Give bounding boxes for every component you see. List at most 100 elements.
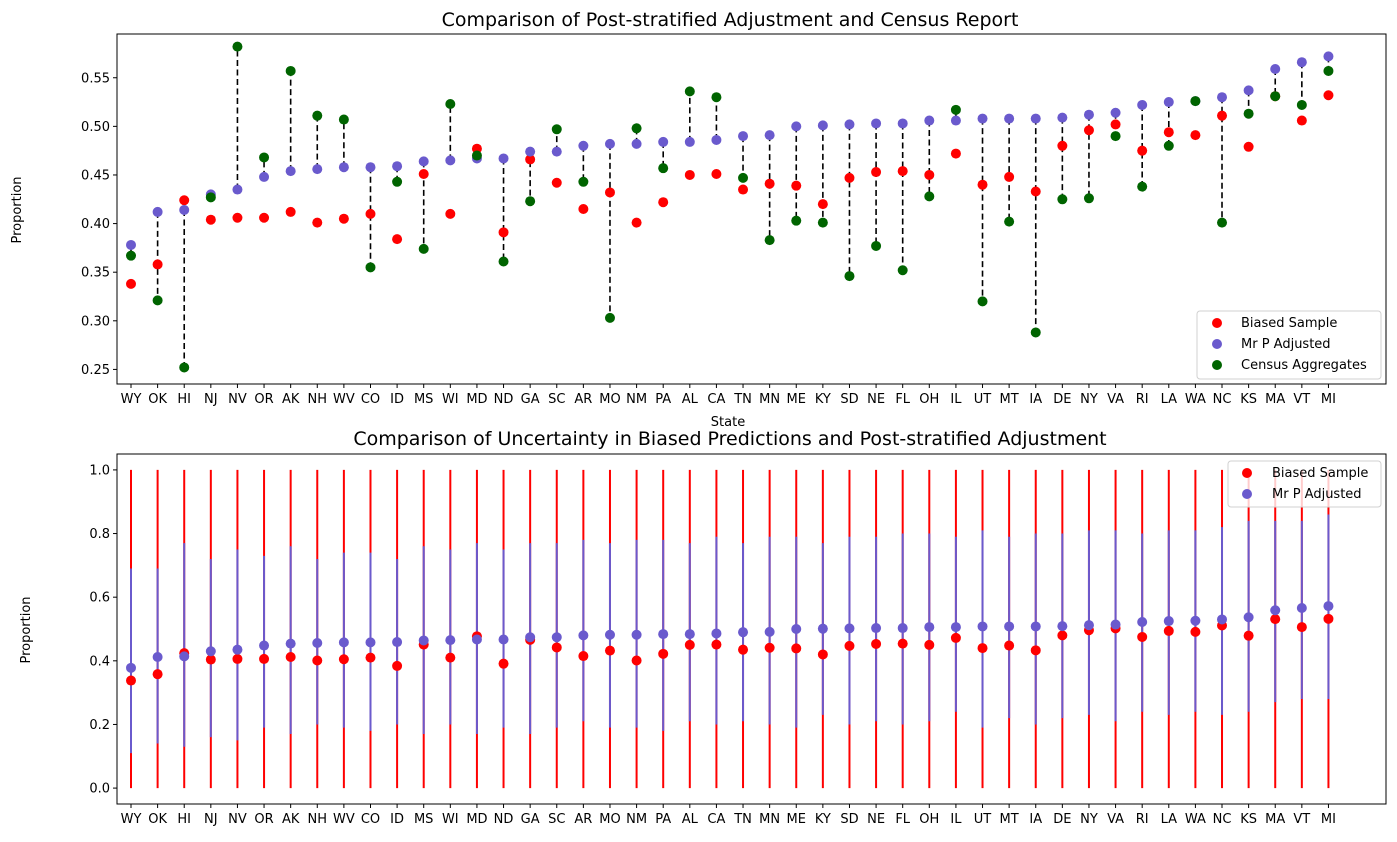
point-mrp-adjusted-mi — [1323, 601, 1334, 612]
point-biased-sample-oh — [924, 639, 935, 650]
x-tick-label-fl: FL — [895, 812, 910, 827]
point-census-tn — [738, 172, 749, 183]
point-census-ar — [578, 176, 589, 187]
point-mrp-adjusted-nc — [1217, 92, 1228, 103]
point-biased-sample-pa — [658, 648, 669, 659]
point-mrp-adjusted-ne — [871, 118, 882, 129]
x-tick-label-mt: MT — [1000, 812, 1019, 827]
point-mrp-adjusted-ak — [285, 166, 296, 177]
x-tick-label-nm: NM — [626, 812, 647, 827]
legend-marker-biased-sample — [1212, 318, 1222, 328]
y-axis: 0.25 0.30 0.35 0.40 0.45 0.50 0.55 — [81, 71, 117, 378]
point-census-mn — [764, 235, 775, 246]
point-mrp-adjusted-id — [392, 637, 403, 648]
point-census-ms — [418, 243, 429, 254]
plot-frame — [116, 33, 1387, 385]
x-tick-label-ri: RI — [1136, 812, 1149, 827]
point-biased-sample-mt — [1004, 171, 1015, 182]
x-tick-label-ks: KS — [1240, 812, 1257, 827]
panel-post-stratified-vs-census: Comparison of Post-stratified Adjustment… — [10, 9, 1387, 430]
point-mrp-adjusted-hi — [179, 651, 190, 662]
point-mrp-adjusted-wa — [1190, 615, 1201, 626]
point-mrp-adjusted-ut — [977, 113, 988, 124]
point-census-ne — [871, 240, 882, 251]
point-mrp-adjusted-nm — [631, 138, 642, 149]
point-biased-sample-ks — [1243, 630, 1254, 641]
data-points — [126, 41, 1334, 373]
x-tick-label-mi: MI — [1321, 392, 1336, 407]
point-biased-sample-ma — [1270, 614, 1281, 625]
point-biased-sample-fl — [897, 166, 908, 177]
point-mrp-adjusted-mi — [1323, 51, 1334, 62]
point-biased-sample-il — [950, 148, 961, 159]
x-tick-label-ok: OK — [148, 392, 167, 407]
point-mrp-adjusted-ia — [1030, 113, 1041, 124]
y-tick-label: 0.35 — [81, 266, 110, 281]
point-census-hi — [179, 362, 190, 373]
point-biased-sample-wa — [1190, 130, 1201, 141]
point-mrp-adjusted-ia — [1030, 621, 1041, 632]
point-biased-sample-va — [1110, 119, 1121, 130]
point-biased-sample-mo — [604, 645, 615, 656]
x-tick-label-sd: SD — [840, 812, 858, 827]
x-tick-label-vt: VT — [1293, 812, 1310, 827]
x-tick-label-ia: IA — [1029, 392, 1042, 407]
point-biased-sample-me — [791, 643, 802, 654]
x-tick-label-vt: VT — [1293, 392, 1310, 407]
point-mrp-adjusted-il — [950, 622, 961, 633]
point-census-al — [684, 86, 695, 97]
y-axis-label: Proportion — [19, 596, 34, 663]
point-biased-sample-ny — [1083, 125, 1094, 136]
x-tick-label-oh: OH — [919, 812, 939, 827]
point-mrp-adjusted-ny — [1083, 109, 1094, 120]
point-mrp-adjusted-al — [684, 136, 695, 147]
point-mrp-adjusted-hi — [179, 204, 190, 215]
point-biased-sample-co — [365, 652, 376, 663]
point-census-wa — [1190, 96, 1201, 107]
x-tick-label-il: IL — [950, 392, 962, 407]
x-tick-label-ky: KY — [815, 392, 831, 407]
point-biased-sample-mn — [764, 642, 775, 653]
legend-label-biased-sample: Biased Sample — [1241, 316, 1337, 331]
point-census-or — [259, 152, 270, 163]
y-tick-label: 0.30 — [81, 314, 110, 329]
point-biased-sample-oh — [924, 169, 935, 180]
point-biased-sample-mi — [1323, 90, 1334, 101]
x-axis-label: State — [711, 415, 745, 430]
point-mrp-adjusted-oh — [924, 115, 935, 126]
point-mrp-adjusted-ny — [1083, 620, 1094, 631]
point-biased-sample-id — [392, 234, 403, 245]
point-census-wi — [445, 99, 456, 109]
point-biased-sample-tn — [738, 644, 749, 655]
x-tick-label-mi: MI — [1321, 812, 1336, 827]
x-tick-label-wy: WY — [121, 392, 142, 407]
point-biased-sample-il — [950, 632, 961, 643]
point-mrp-adjusted-ms — [418, 156, 429, 167]
point-biased-sample-mt — [1004, 640, 1015, 651]
point-mrp-adjusted-fl — [897, 623, 908, 634]
x-axis: WY OK HI NJ NV OR AK NH WV CO ID MS WI MD ND GA SC AR MO NM… — [121, 384, 1336, 407]
point-biased-sample-tn — [738, 184, 749, 195]
x-tick-label-va: VA — [1107, 812, 1124, 827]
x-tick-label-ak: AK — [282, 812, 300, 827]
legend-label-census-aggregates: Census Aggregates — [1241, 358, 1367, 373]
point-biased-sample-ar — [578, 204, 589, 214]
legend: Biased Sample Mr P Adjusted — [1227, 460, 1382, 508]
point-biased-sample-or — [259, 653, 270, 664]
point-biased-sample-ut — [977, 643, 988, 654]
point-biased-sample-ok — [152, 259, 163, 270]
legend-marker-mrp-adjusted — [1242, 489, 1252, 499]
point-census-nv — [232, 41, 243, 52]
point-biased-sample-ri — [1137, 145, 1148, 156]
point-biased-sample-sd — [844, 172, 855, 183]
point-biased-sample-ri — [1137, 631, 1148, 642]
point-mrp-adjusted-ok — [152, 206, 163, 217]
point-mrp-adjusted-ar — [578, 630, 589, 641]
y-tick-label: 0.55 — [81, 71, 110, 86]
point-mrp-adjusted-me — [791, 121, 802, 132]
y-tick-label: 0.8 — [89, 527, 110, 542]
point-biased-sample-ga — [525, 154, 536, 165]
point-biased-sample-de — [1057, 630, 1068, 641]
y-tick-label: 0.4 — [89, 654, 110, 669]
point-mrp-adjusted-or — [259, 171, 270, 182]
